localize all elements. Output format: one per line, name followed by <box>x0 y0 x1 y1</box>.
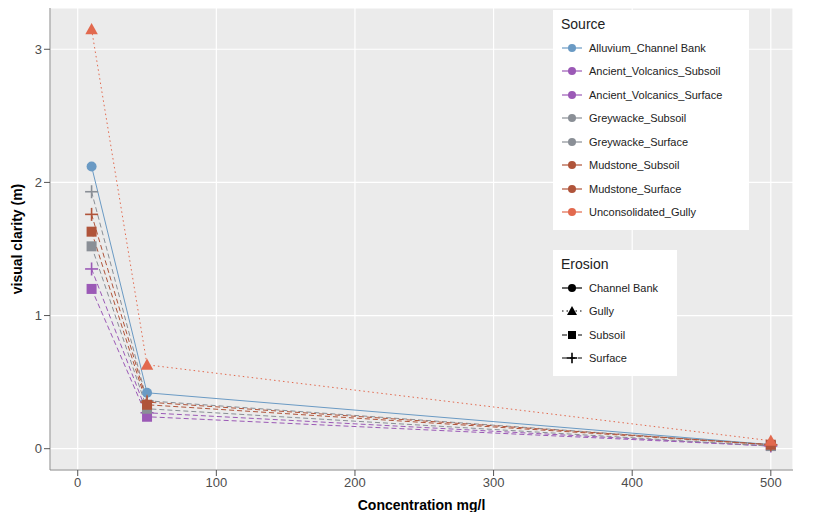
html-text:Ancient_Volcanics_Surface: Ancient_Volcanics_Surface <box>589 88 723 101</box>
html-text:Source: Source <box>561 16 606 32</box>
html-text:Surface: Surface <box>589 352 627 365</box>
svg-text:0: 0 <box>74 475 81 490</box>
html-text:Alluvium_Channel Bank: Alluvium_Channel Bank <box>589 41 706 54</box>
svg-text:100: 100 <box>205 475 227 490</box>
svg-text:500: 500 <box>760 475 782 490</box>
html-text:Mudstone_Surface: Mudstone_Surface <box>589 182 682 195</box>
html-text:Subsoil: Subsoil <box>589 328 626 341</box>
html-text:Ancient_Volcanics_Subsoil: Ancient_Volcanics_Subsoil <box>589 65 721 78</box>
svg-text:300: 300 <box>483 475 505 490</box>
html-text:Greywacke_Subsoil: Greywacke_Subsoil <box>589 112 687 125</box>
html-text:Unconsolidated_Gully: Unconsolidated_Gully <box>589 206 696 219</box>
svg-text:3: 3 <box>35 42 42 57</box>
svg-text:2: 2 <box>35 175 42 190</box>
svg-text:Concentration mg/l: Concentration mg/l <box>358 497 486 512</box>
html-text:Mudstone_Subsoil: Mudstone_Subsoil <box>589 159 680 172</box>
svg-text:1: 1 <box>35 308 42 323</box>
svg-text:400: 400 <box>621 475 643 490</box>
html-text:visual clarity (m): visual clarity (m) <box>9 183 25 295</box>
html-text:Gully: Gully <box>589 305 615 318</box>
html-text:Greywacke_Surface: Greywacke_Surface <box>589 135 688 148</box>
svg-text:0: 0 <box>35 441 42 456</box>
html-text:Channel Bank: Channel Bank <box>589 281 659 294</box>
html-text:Erosion: Erosion <box>561 256 609 272</box>
svg-text:200: 200 <box>344 475 366 490</box>
